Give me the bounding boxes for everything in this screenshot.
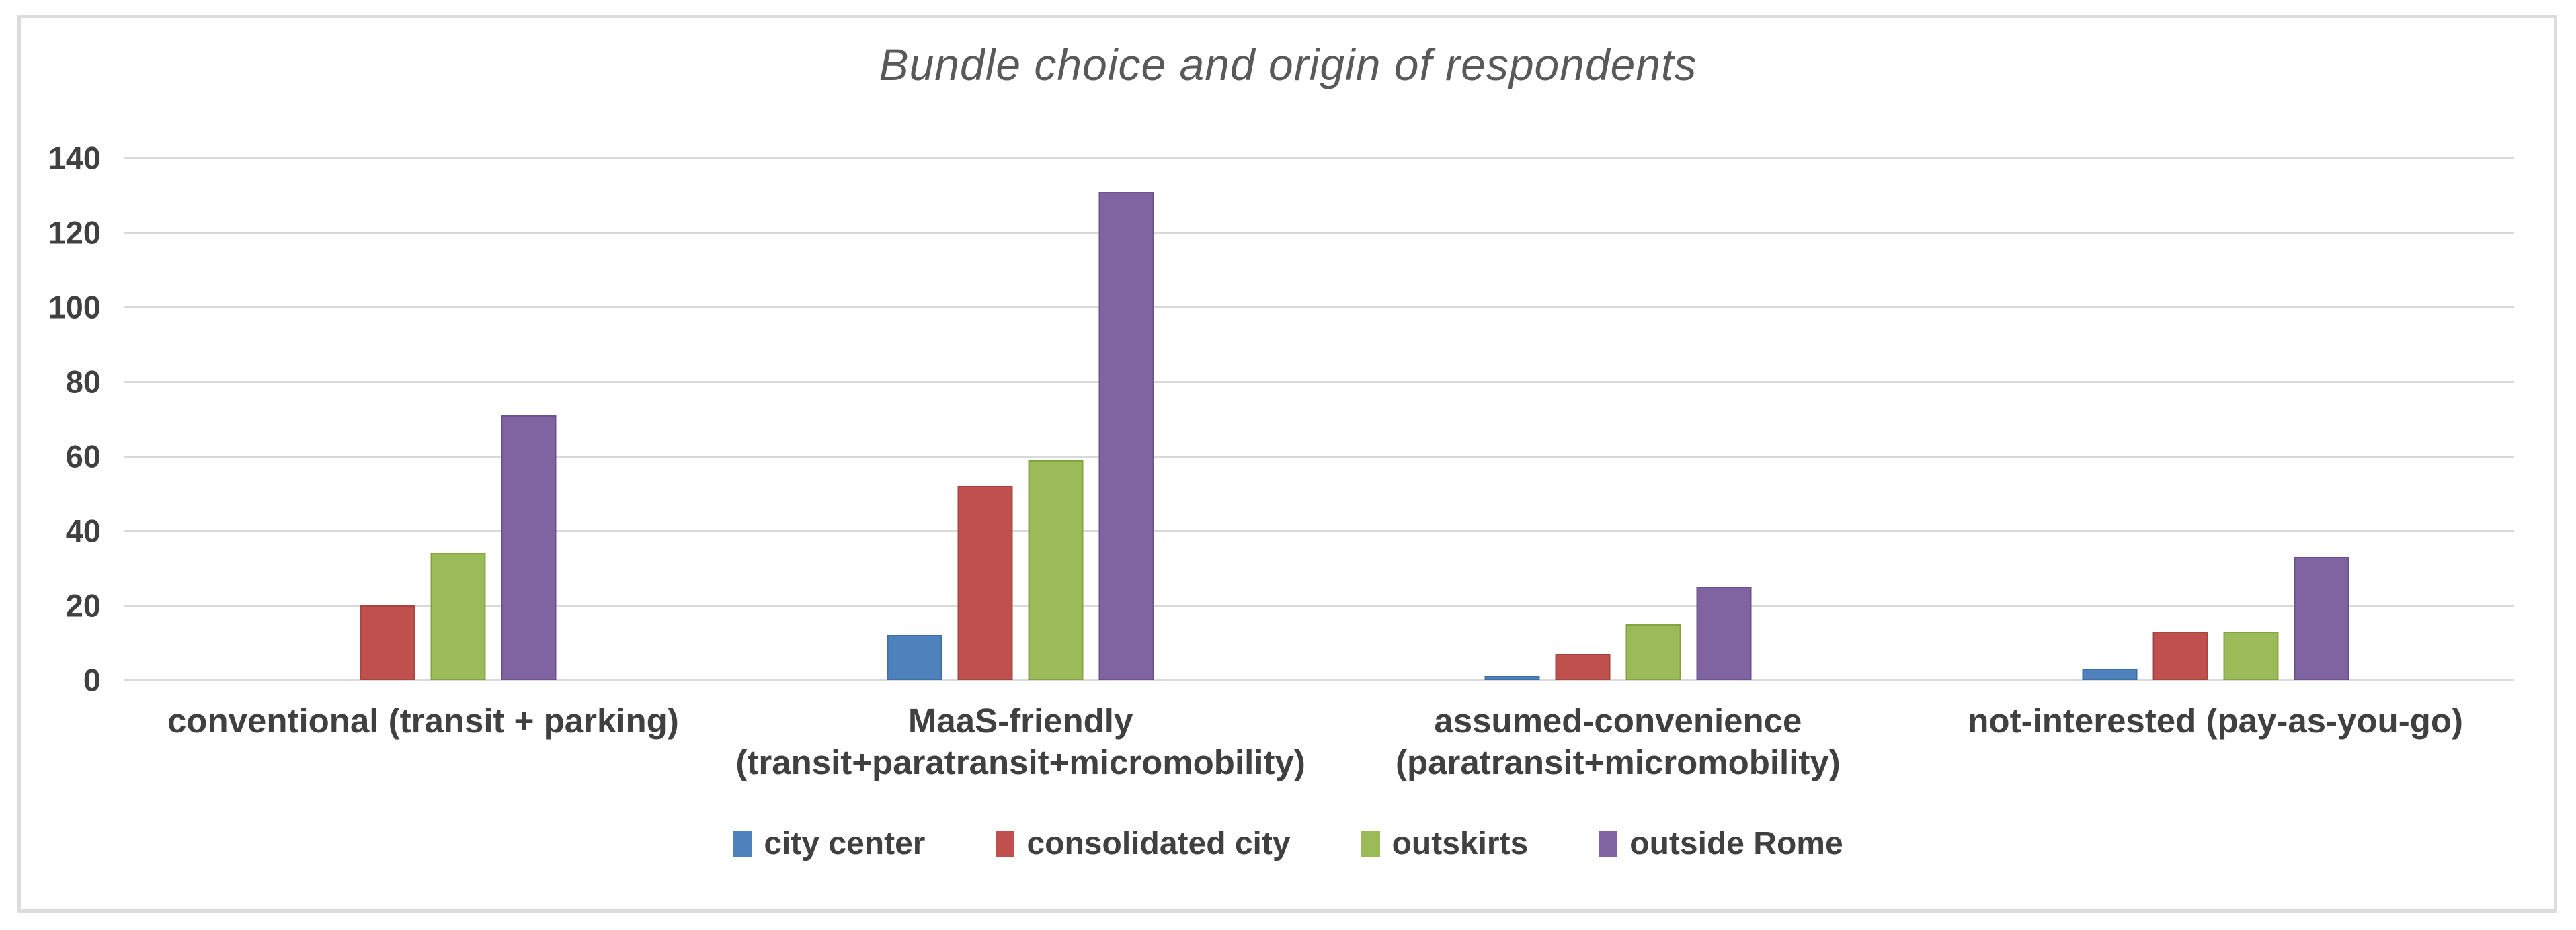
bar-consolidated-city-assumed-convenience: [1555, 654, 1611, 680]
bar-slot-outskirts: [2223, 632, 2279, 680]
legend-label-outskirts: outskirts: [1392, 826, 1529, 861]
bar-consolidated-city-maas-friendly: [957, 486, 1013, 680]
bar-group-conventional-transit-parking: [124, 158, 722, 680]
bar-outside-rome-conventional-transit-parking: [501, 415, 557, 680]
bar-outskirts-not-interested-pay-as-you-go: [2223, 632, 2279, 680]
gridline-40: [124, 530, 2514, 532]
bar-slot-consolidated-city: [1555, 654, 1611, 680]
bar-city-center-assumed-convenience: [1484, 676, 1540, 680]
legend-label-city-center: city center: [764, 826, 926, 861]
figure-border: [17, 15, 2557, 913]
bar-consolidated-city-conventional-transit-parking: [360, 605, 415, 680]
legend-swatch-outskirts-icon: [1361, 831, 1380, 857]
category-label-conventional-transit-parking: conventional (transit + parking): [167, 702, 679, 740]
legend-label-outside-rome: outside Rome: [1629, 826, 1843, 861]
bar-slot-outside-rome: [2294, 557, 2349, 680]
gridline-100: [124, 306, 2514, 308]
plot-area: [124, 157, 2514, 681]
bar-group-maas-friendly: [722, 158, 1320, 680]
bar-slot-outskirts: [1028, 460, 1084, 680]
bar-slot-outskirts: [430, 553, 486, 680]
legend-item-consolidated-city: consolidated city: [996, 826, 1291, 861]
bar-slot-outside-rome: [501, 415, 557, 680]
category-label-maas-friendly: MaaS-friendly (transit+paratransit+micro…: [735, 702, 1305, 782]
bar-cluster: [887, 192, 1154, 680]
bar-outside-rome-not-interested-pay-as-you-go: [2294, 557, 2349, 680]
bar-outskirts-assumed-convenience: [1625, 624, 1681, 680]
y-tick-label-140: 140: [48, 140, 101, 176]
bar-outside-rome-assumed-convenience: [1696, 587, 1752, 680]
bar-slot-consolidated-city: [360, 605, 415, 680]
bar-cluster: [290, 415, 557, 680]
legend-item-outskirts: outskirts: [1361, 826, 1529, 861]
x-axis-labels: conventional (transit + parking) MaaS-fri…: [124, 700, 2514, 784]
y-tick-label-40: 40: [65, 513, 101, 549]
bar-slot-city-center: [887, 635, 942, 680]
chart-title: Bundle choice and origin of respondents: [879, 40, 1697, 89]
y-tick-label-80: 80: [65, 364, 101, 400]
y-tick-label-60: 60: [65, 438, 101, 474]
bar-cluster: [1484, 587, 1752, 680]
bar-slot-outskirts: [1625, 624, 1681, 680]
y-tick-label-100: 100: [48, 289, 101, 325]
y-axis: 0 20 40 60 80 100 120 140: [0, 142, 101, 696]
bar-outside-rome-maas-friendly: [1098, 192, 1154, 680]
legend-item-outside-rome: outside Rome: [1599, 828, 1843, 860]
y-tick-label-0: 0: [83, 662, 101, 698]
gridline-80: [124, 381, 2514, 383]
legend-swatch-city-center-icon: [733, 831, 752, 857]
bar-outskirts-conventional-transit-parking: [430, 553, 486, 680]
legend-label-consolidated-city: consolidated city: [1027, 826, 1291, 861]
bar-slot-city-center: [1484, 676, 1540, 680]
bar-outskirts-maas-friendly: [1028, 460, 1084, 680]
bar-slot-city-center: [2082, 669, 2138, 680]
gridline-120: [124, 231, 2514, 234]
legend-swatch-consolidated-city-icon: [996, 831, 1015, 857]
y-tick-label-20: 20: [65, 587, 101, 624]
bar-slot-outside-rome: [1098, 192, 1154, 680]
category-label-not-interested-pay-as-you-go: not-interested (pay-as-you-go): [1968, 702, 2463, 740]
gridline-140: [124, 157, 2514, 159]
legend-item-city-center: city center: [733, 828, 925, 860]
bar-group-assumed-convenience: [1320, 158, 1917, 680]
bar-slot-consolidated-city: [957, 486, 1013, 680]
legend-swatch-outside-rome-icon: [1599, 831, 1618, 857]
bar-groups: [124, 158, 2514, 680]
gridline-20: [124, 605, 2514, 607]
bar-slot-outside-rome: [1696, 587, 1752, 680]
bar-city-center-not-interested-pay-as-you-go: [2082, 669, 2138, 680]
gridline-60: [124, 455, 2514, 458]
category-label-assumed-convenience: assumed-convenience (paratransit+micromo…: [1396, 702, 1841, 782]
bar-group-not-interested-pay-as-you-go: [1917, 158, 2514, 680]
bar-slot-consolidated-city: [2152, 632, 2208, 680]
legend: city center consolidated city outskirts out…: [0, 828, 2576, 860]
y-tick-label-120: 120: [48, 214, 101, 251]
bar-cluster: [2082, 557, 2349, 680]
bar-consolidated-city-not-interested-pay-as-you-go: [2152, 632, 2208, 680]
bar-city-center-maas-friendly: [887, 635, 942, 680]
gridline-0: [124, 679, 2514, 681]
